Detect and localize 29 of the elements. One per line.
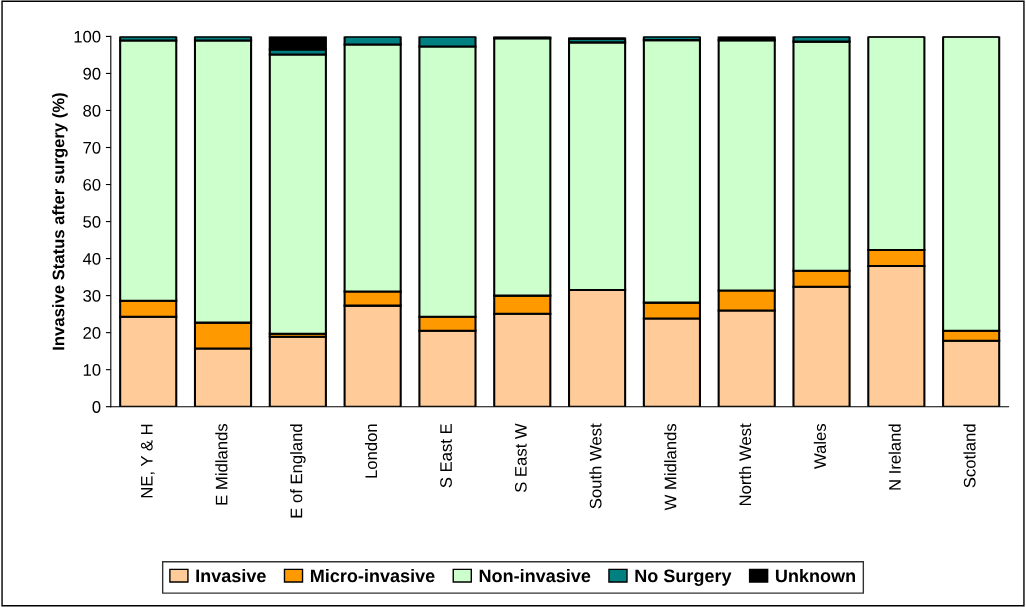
x-tick-label: E Midlands <box>215 423 228 505</box>
x-tick-label: W Midlands <box>664 423 677 511</box>
y-tick-label: 80 <box>83 104 101 117</box>
legend-label: Invasive <box>196 568 266 583</box>
x-tick-label: E of England <box>290 424 306 518</box>
y-tick-label: 30 <box>83 290 101 302</box>
x-tick-label: NE, Y & H <box>140 424 155 498</box>
x-tick-label: S East W <box>514 423 527 493</box>
y-tick-label: 90 <box>83 67 101 80</box>
x-tick-label: North West <box>738 423 752 506</box>
x-tick-label: South West <box>589 423 602 509</box>
y-tick-label: 0 <box>92 401 101 413</box>
x-tick-label: N Ireland <box>888 424 901 490</box>
x-tick-label: Scotland <box>963 424 976 488</box>
x-tick-label: Wales <box>813 423 826 469</box>
y-tick-label: 20 <box>83 327 101 339</box>
legend-label: Non-invasive <box>479 568 591 583</box>
legend-label: Micro-invasive <box>310 568 435 583</box>
y-tick-label: 60 <box>83 178 101 191</box>
y-tick-label: 100 <box>74 30 101 43</box>
x-tick-label: London <box>364 424 378 478</box>
x-tick-label: S East E <box>440 424 452 488</box>
legend-label: No Surgery <box>635 569 732 586</box>
y-tick-label: 50 <box>83 215 101 228</box>
y-axis-title: Invasive Status after surgery (%) <box>52 93 68 350</box>
y-tick-label: 10 <box>83 364 101 376</box>
y-tick-label: 40 <box>82 252 101 265</box>
legend-label: Unknown <box>775 568 855 583</box>
y-tick-label: 70 <box>83 141 101 154</box>
